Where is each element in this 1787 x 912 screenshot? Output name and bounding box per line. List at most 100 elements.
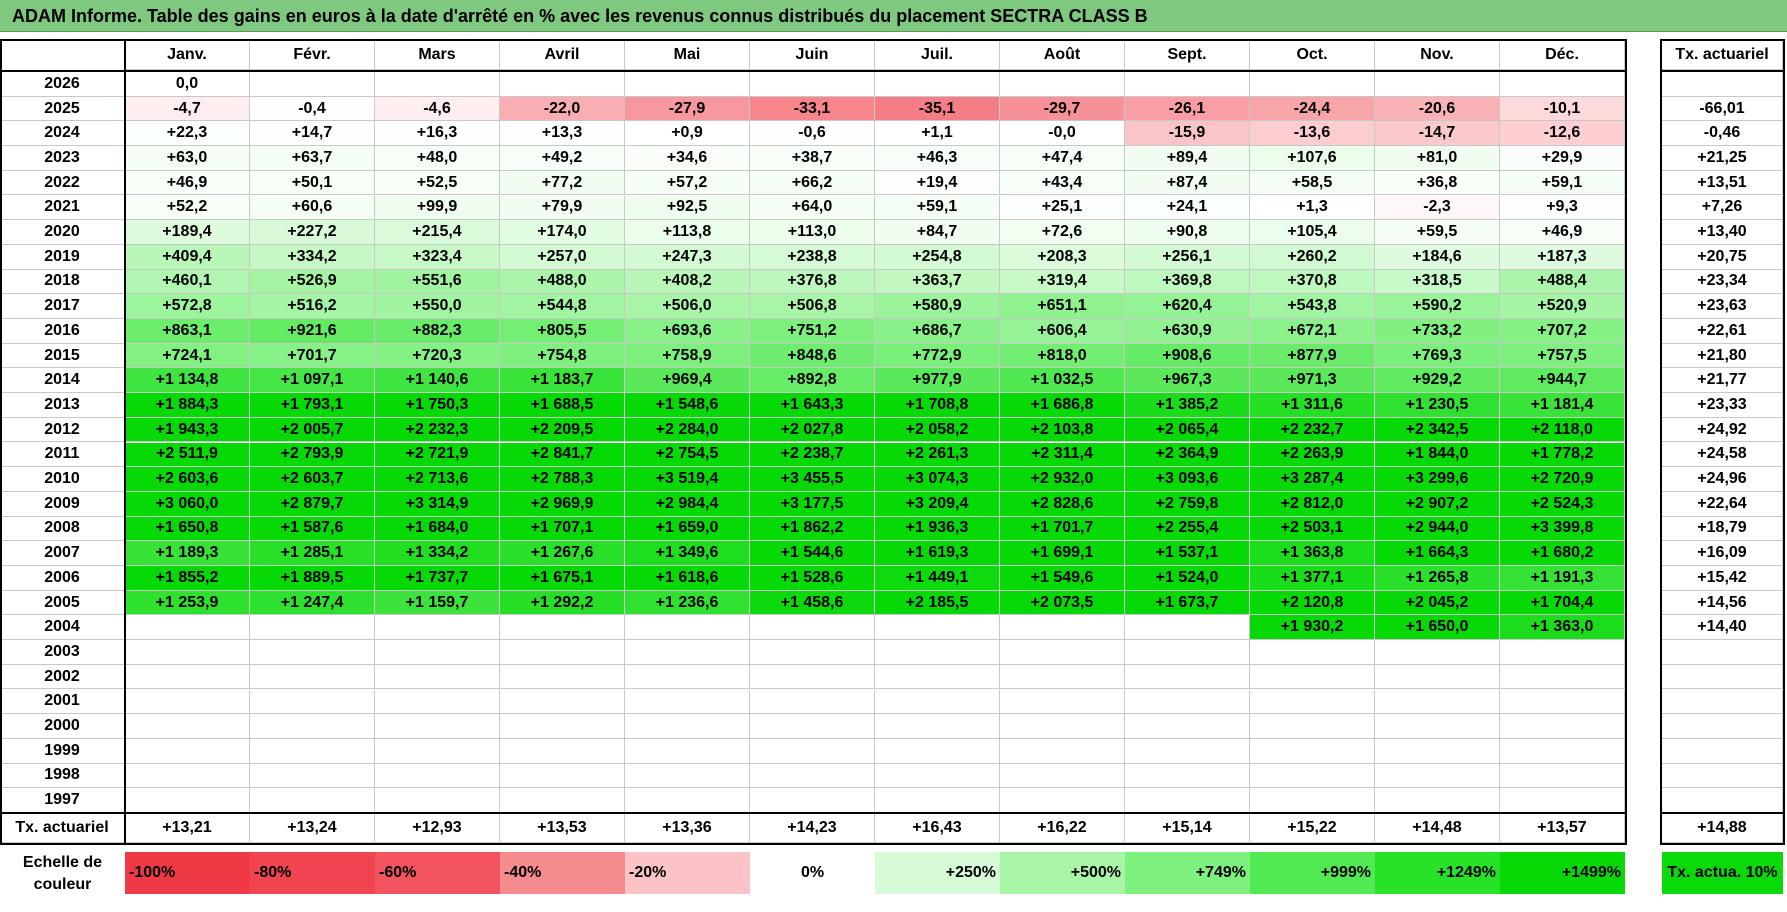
year-label: 2000 [0,714,125,739]
table-cell: +2 027,8 [750,417,875,443]
table-cell: -2,3 [1375,195,1500,221]
year-label: 2001 [0,689,125,715]
table-cell: +1 285,1 [250,541,375,566]
year-label: 2015 [0,343,125,369]
table-cell: +79,9 [500,195,625,221]
row-rate: +23,33 [1662,393,1783,418]
table-cell [750,640,875,665]
footer-rate: +13,36 [625,813,750,843]
table-cell: +977,9 [875,368,1000,394]
footer-rate: +12,93 [375,813,500,843]
table-cell: -27,9 [625,96,750,122]
table-cell: +1 680,2 [1500,541,1625,566]
table-cell: +174,0 [500,220,625,245]
table-cell: +92,5 [625,195,750,221]
table-cell: +967,3 [1125,368,1250,394]
year-label: 2025 [0,96,125,122]
year-label: 1998 [0,763,125,789]
table-cell: +63,7 [250,146,375,171]
table-cell: +66,2 [750,170,875,196]
row-rate: +24,58 [1662,442,1783,468]
table-cell [1500,689,1625,715]
table-cell: +16,3 [375,121,500,147]
table-cell: +733,2 [1375,319,1500,344]
table-cell: +754,8 [500,343,625,369]
table-cell [1250,788,1375,813]
row-rate: +21,80 [1662,343,1783,369]
month-header: Janv. [125,40,250,70]
table-cell: +543,8 [1250,294,1375,319]
legend-swatch: 0% [750,852,875,894]
table-cell [1250,664,1375,690]
table-cell [250,72,375,97]
table-cell: +105,4 [1250,220,1375,245]
table-cell: +1 267,6 [500,541,625,566]
table-cell: +256,1 [1125,244,1250,270]
table-cell: +1 191,3 [1500,566,1625,591]
table-cell: +1 704,4 [1500,590,1625,616]
table-cell [125,738,250,764]
table-cell: +1 793,1 [250,393,375,418]
table-cell: -29,7 [1000,96,1125,122]
table-cell: +1 159,7 [375,590,500,616]
table-cell: +29,9 [1500,146,1625,171]
year-label: 2003 [0,640,125,665]
legend-swatch: -100% [125,852,250,894]
footer-rate: +13,21 [125,813,250,843]
table-cell: +805,5 [500,319,625,344]
table-cell [500,615,625,641]
footer-rate: +13,53 [500,813,625,843]
month-header: Juil. [875,40,1000,70]
table-cell: +701,7 [250,343,375,369]
table-cell: +3 209,4 [875,491,1000,517]
table-cell: -4,6 [375,96,500,122]
table-cell [1125,72,1250,97]
table-cell: +724,1 [125,343,250,369]
table-cell [750,738,875,764]
row-rate [1662,640,1783,665]
legend-swatch: -20% [625,852,750,894]
table-cell: +1 140,6 [375,368,500,394]
table-cell: +1 701,7 [1000,516,1125,542]
table-cell: +1,1 [875,121,1000,147]
year-label: 2009 [0,491,125,517]
footer-rate: +16,43 [875,813,1000,843]
table-cell: +2 759,8 [1125,491,1250,517]
row-rate [1662,664,1783,690]
table-cell [625,72,750,97]
table-cell [625,615,750,641]
year-label: 2013 [0,393,125,418]
table-cell: +1 247,4 [250,590,375,616]
table-cell [1500,738,1625,764]
table-cell [1000,689,1125,715]
title-bar: ADAM Informe. Table des gains en euros à… [0,0,1787,32]
table-cell: +2 261,3 [875,442,1000,468]
table-cell: +1 236,6 [625,590,750,616]
table-cell [625,640,750,665]
table-cell [500,763,625,789]
legend-swatch: -60% [375,852,500,894]
table-cell: +60,6 [250,195,375,221]
table-cell [250,763,375,789]
table-cell: +772,9 [875,343,1000,369]
table-cell: -22,0 [500,96,625,122]
legend-swatch: +500% [1000,852,1125,894]
year-label: 2011 [0,442,125,468]
table-cell: +3 177,5 [750,491,875,517]
table-cell: +1 189,3 [125,541,250,566]
legend-swatch: +999% [1250,852,1375,894]
table-cell: +43,4 [1000,170,1125,196]
row-rate: +18,79 [1662,516,1783,542]
footer-rate: +16,22 [1000,813,1125,843]
table-cell: +2 511,9 [125,442,250,468]
table-cell [625,689,750,715]
table-cell: +376,8 [750,269,875,295]
table-cell: +408,2 [625,269,750,295]
table-cell: +2 984,4 [625,491,750,517]
table-cell: +516,2 [250,294,375,319]
table-cell [500,788,625,813]
footer-rate: +15,14 [1125,813,1250,843]
table-cell: +2 232,7 [1250,417,1375,443]
table-cell: +14,7 [250,121,375,147]
table-cell [875,689,1000,715]
